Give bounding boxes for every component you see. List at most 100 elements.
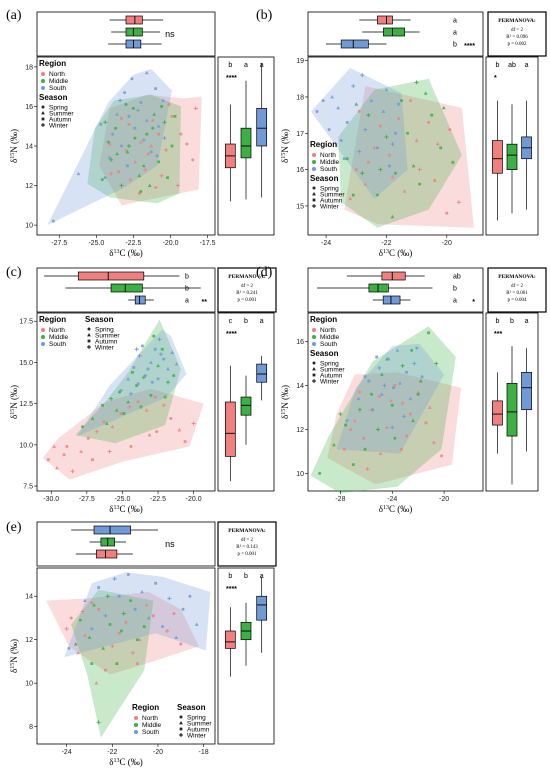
point-middle	[363, 447, 367, 451]
permanova-box	[217, 521, 277, 567]
x-tick-label: -22	[381, 240, 391, 247]
legend-season-label: Autumn	[49, 117, 72, 124]
point-north	[97, 607, 101, 611]
point-north	[352, 418, 357, 423]
point-north	[377, 395, 381, 399]
point-middle	[151, 126, 155, 130]
point-south	[117, 594, 121, 598]
point-north	[62, 453, 66, 457]
point-north	[435, 142, 440, 147]
group-letter: b	[453, 286, 457, 293]
point-south	[415, 346, 419, 350]
point-south	[130, 77, 134, 81]
group-letter: a	[244, 62, 248, 69]
group-letter: a	[185, 298, 189, 305]
y-tick-label: 7.5	[23, 484, 33, 491]
scatter-frame	[307, 312, 484, 492]
significance-x: ns	[165, 539, 175, 549]
box-y-south	[256, 355, 268, 401]
permanova-line: df = 2	[241, 284, 253, 289]
panel-label: (c)	[6, 265, 22, 280]
point-south	[336, 105, 341, 110]
panel-a: (a) -27.5 -25.0 -22.5 -20.0 -17.5 10 12 14 16 18 δ1…	[6, 8, 275, 258]
point-south	[161, 98, 165, 102]
point-north	[70, 469, 75, 474]
x-tick-label: -24	[321, 240, 331, 247]
point-south	[144, 70, 149, 75]
group-letter: ab	[508, 62, 516, 69]
x-axis-label: δ13C (‰)	[379, 248, 413, 258]
box-body	[77, 271, 145, 281]
group-letter: b	[244, 318, 248, 325]
point-north	[154, 186, 158, 190]
legend-marker-spring	[312, 361, 316, 365]
point-north	[161, 403, 166, 408]
box-x-middle	[65, 283, 201, 293]
point-middle	[423, 91, 428, 95]
point-south	[146, 367, 150, 371]
legend-season-label: Autumn	[320, 373, 343, 380]
point-north	[129, 445, 133, 448]
point-south	[97, 586, 101, 589]
point-south	[357, 149, 362, 154]
scatter-frame	[36, 56, 216, 236]
point-south	[395, 348, 400, 352]
point-north	[127, 122, 131, 126]
point-south	[367, 379, 371, 383]
point-middle	[394, 171, 397, 175]
point-north	[399, 447, 403, 451]
box-y-middle	[240, 375, 252, 445]
point-north	[372, 145, 377, 150]
point-south	[375, 355, 379, 359]
point-south	[170, 350, 175, 354]
x-tick-label: -18	[199, 749, 209, 756]
x-tick-label: -27.5	[51, 240, 67, 247]
box-body	[382, 295, 401, 305]
point-north	[427, 405, 432, 409]
point-middle	[135, 638, 139, 642]
box-x-middle	[317, 283, 433, 293]
point-middle	[411, 163, 416, 168]
point-south	[371, 408, 375, 412]
legend-marker-autumn	[179, 727, 183, 731]
point-north	[409, 99, 413, 103]
permanova-line: R² = 0.061	[506, 290, 528, 296]
point-south	[139, 101, 143, 104]
x-axis-label: δ13C (‰)	[379, 504, 413, 514]
point-north	[138, 140, 143, 144]
point-south	[89, 626, 94, 631]
point-south	[405, 370, 408, 374]
point-south	[345, 120, 349, 124]
x-axis-label: δ13C (‰)	[109, 504, 143, 514]
point-middle	[133, 136, 137, 140]
box-y-north	[224, 365, 236, 482]
hull-north	[344, 86, 474, 228]
point-middle	[357, 407, 362, 412]
point-middle	[126, 144, 131, 148]
point-south	[379, 392, 384, 396]
point-south	[149, 360, 153, 364]
point-south	[345, 419, 349, 423]
significance-y: ****	[226, 75, 237, 82]
point-south	[377, 365, 382, 370]
point-middle	[160, 105, 163, 108]
point-south	[155, 153, 160, 158]
point-south	[394, 131, 397, 135]
point-north	[191, 158, 195, 162]
panel-c: (c) -30.0 -27.5 -25.0 -22.5 -20.0 7.5 10.0 12.5 1…	[6, 265, 277, 514]
point-middle	[344, 423, 347, 427]
point-middle	[390, 403, 394, 407]
box-x-south	[326, 39, 387, 49]
legend-marker-summer	[312, 367, 316, 371]
point-middle	[370, 392, 374, 396]
point-north	[366, 160, 370, 164]
point-south	[83, 598, 87, 602]
box-body	[340, 39, 369, 49]
point-middle	[121, 611, 126, 616]
point-middle	[156, 363, 160, 368]
point-north	[107, 449, 112, 454]
significance-x: *	[472, 299, 475, 306]
legend-season-title: Season	[310, 174, 339, 183]
point-middle	[163, 395, 168, 400]
